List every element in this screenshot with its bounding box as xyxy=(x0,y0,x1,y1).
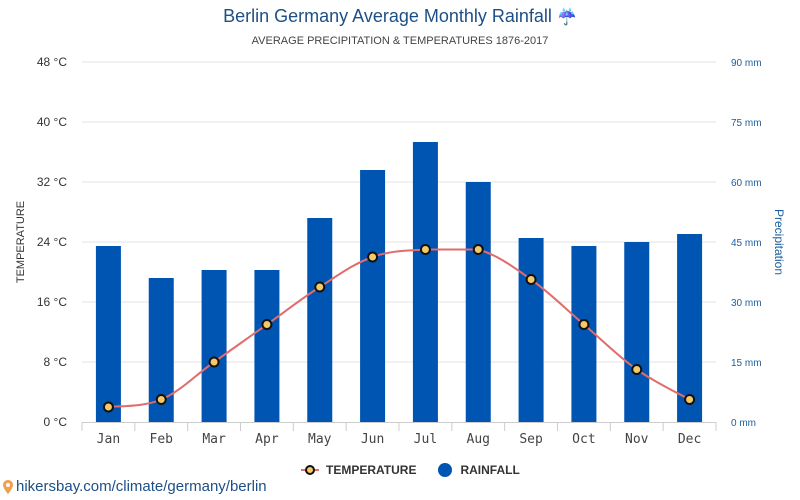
temperature-legend-icon xyxy=(301,465,319,475)
rainfall-bar-oct xyxy=(571,246,597,422)
legend-item-rainfall[interactable]: RAINFALL xyxy=(438,463,520,477)
rainfall-bars xyxy=(95,142,703,422)
temperature-line-path xyxy=(108,248,691,408)
x-tick-label: Feb xyxy=(150,432,174,447)
legend: TEMPERATURE RAINFALL xyxy=(300,463,542,477)
temperature-point-feb xyxy=(155,394,167,405)
temperature-point-jul xyxy=(419,244,431,255)
right-tick-label: 45 mm xyxy=(731,238,762,249)
chart-title: Berlin Germany Average Monthly Rainfall … xyxy=(0,6,800,27)
x-tick-label: Oct xyxy=(572,432,595,447)
temperature-markers xyxy=(102,244,696,413)
left-tick-label: 40 °C xyxy=(37,115,67,129)
rainfall-bar-aug xyxy=(465,182,491,422)
x-tick-label: Sep xyxy=(519,432,543,447)
right-tick-label: 90 mm xyxy=(731,58,762,69)
gridlines xyxy=(82,61,716,363)
temperature-point-oct xyxy=(578,319,590,330)
temperature-point-aug xyxy=(472,244,484,255)
right-tick-label: 60 mm xyxy=(731,178,762,189)
rainfall-bar-jun xyxy=(360,170,386,422)
temperature-point-jan xyxy=(102,401,114,413)
temperature-point-may xyxy=(314,281,326,293)
source-link-text[interactable]: hikersbay.com/climate/germany/berlin xyxy=(16,478,267,495)
rainfall-bar-dec xyxy=(677,234,703,422)
right-tick-label: 15 mm xyxy=(731,358,762,369)
x-tick-label: Nov xyxy=(625,432,649,447)
temperature-line xyxy=(108,248,691,408)
legend-rainfall-label: RAINFALL xyxy=(460,463,520,477)
location-pin-icon xyxy=(3,479,13,494)
legend-item-temperature[interactable]: TEMPERATURE xyxy=(300,463,416,477)
x-tick-label: Jun xyxy=(361,432,384,447)
rainfall-bar-jan xyxy=(95,246,121,422)
rainfall-legend-icon xyxy=(438,463,453,477)
rainfall-bar-mar xyxy=(201,270,227,422)
umbrella-rain-icon: ☔ xyxy=(556,9,577,26)
temperature-point-jun xyxy=(367,251,379,263)
left-tick-label: 32 °C xyxy=(37,175,67,189)
temperature-point-apr xyxy=(261,319,273,330)
rainfall-bar-apr xyxy=(254,270,280,422)
temperature-point-dec xyxy=(684,394,696,405)
rainfall-bar-may xyxy=(307,218,333,422)
x-tick-label: Mar xyxy=(202,432,226,447)
right-axis-ticks: 0 mm 15 mm 30 mm 45 mm 60 mm 75 mm 90 mm xyxy=(731,58,762,429)
temperature-point-nov xyxy=(631,364,643,375)
left-axis-label: TEMPERATURE xyxy=(15,201,27,283)
left-tick-label: 8 °C xyxy=(44,355,68,369)
left-tick-label: 16 °C xyxy=(37,295,67,309)
x-tick-label: Apr xyxy=(255,432,279,447)
right-axis-label: Precipitation xyxy=(772,209,786,275)
right-tick-label: 0 mm xyxy=(731,418,756,429)
x-tick-label: May xyxy=(308,432,332,447)
left-tick-label: 48 °C xyxy=(37,55,67,69)
chart-subtitle: AVERAGE PRECIPITATION & TEMPERATURES 187… xyxy=(251,35,549,47)
x-tick-label: Aug xyxy=(467,432,490,447)
left-tick-label: 24 °C xyxy=(37,235,67,249)
x-tick-label: Jul xyxy=(414,432,437,447)
source-link[interactable]: hikersbay.com/climate/germany/berlin xyxy=(2,478,267,495)
left-axis-ticks: 0 °C 8 °C 16 °C 24 °C 32 °C 40 °C 48 °C xyxy=(37,55,67,429)
temperature-point-sep xyxy=(525,274,537,285)
right-tick-label: 30 mm xyxy=(731,298,762,309)
x-tick-label: Jan xyxy=(97,432,120,447)
temperature-point-mar xyxy=(208,356,220,368)
left-tick-label: 0 °C xyxy=(44,415,68,429)
rainfall-bar-sep xyxy=(518,238,544,422)
rainfall-bar-nov xyxy=(624,242,650,422)
x-tick-label: Dec xyxy=(678,432,701,447)
right-tick-label: 75 mm xyxy=(731,118,762,129)
legend-temperature-label: TEMPERATURE xyxy=(326,463,417,477)
rainfall-bar-jul xyxy=(412,142,438,422)
chart-title-text: Berlin Germany Average Monthly Rainfall xyxy=(223,6,552,26)
x-axis: Jan Feb Mar Apr May Jun Jul Aug Sep Oct Nov Dec xyxy=(81,422,717,447)
